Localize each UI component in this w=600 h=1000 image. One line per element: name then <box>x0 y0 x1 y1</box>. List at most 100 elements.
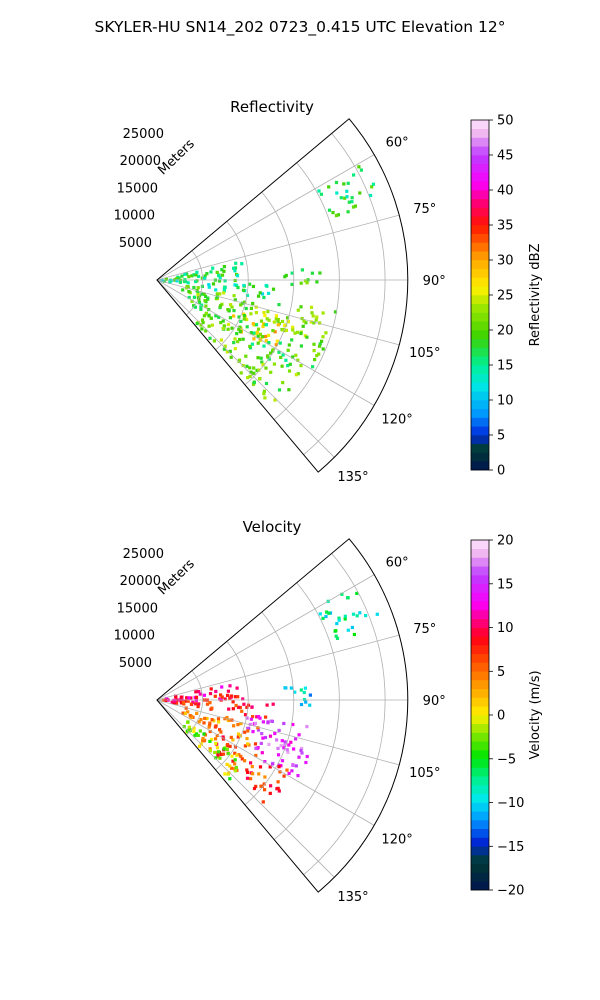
echo-cell <box>280 739 284 743</box>
echo-cell <box>261 324 265 329</box>
azimuth-tick-label: 60° <box>386 555 409 570</box>
colorbar-swatch <box>471 347 489 357</box>
echo-cell <box>193 733 197 738</box>
echo-cell <box>183 272 187 276</box>
echo-cell <box>219 321 223 325</box>
echo-cell <box>251 715 255 719</box>
echo-cell <box>325 610 329 614</box>
echo-cell <box>280 319 285 324</box>
echo-cell <box>226 693 230 697</box>
azimuth-tick-label: 90° <box>423 694 446 709</box>
echo-cell <box>210 718 214 722</box>
echo-cell <box>220 695 224 699</box>
echo-cell <box>273 731 277 736</box>
echo-cell <box>217 750 221 754</box>
echo-cell <box>309 305 314 309</box>
echo-cell <box>190 299 194 303</box>
echo-cell <box>304 321 308 325</box>
colorbar-swatch <box>471 793 489 803</box>
echo-cell <box>226 322 230 327</box>
echo-cell <box>163 698 168 702</box>
echo-cell <box>235 686 239 690</box>
colorbar-swatch <box>471 417 489 427</box>
echo-cell <box>261 362 265 366</box>
colorbar-swatch <box>471 435 489 445</box>
echo-cell <box>271 702 275 706</box>
echo-cell <box>179 695 183 699</box>
echo-cell <box>242 317 246 321</box>
echo-cell <box>221 319 225 323</box>
echo-cell <box>217 315 221 319</box>
echo-cell <box>279 355 283 359</box>
echo-cell <box>234 765 238 770</box>
colorbar-tick-label: −15 <box>497 840 524 855</box>
azimuth-gridline <box>156 699 400 766</box>
echo-cell <box>375 612 379 616</box>
echo-cell <box>214 288 218 292</box>
colorbar-swatch <box>471 382 489 392</box>
echo-cell <box>299 702 304 707</box>
echo-cell <box>264 381 269 386</box>
echo-cell <box>305 754 309 759</box>
echo-cell <box>370 185 374 189</box>
echo-cell <box>286 319 290 323</box>
echo-cell <box>263 788 267 792</box>
colorbar-swatch <box>471 120 489 130</box>
echo-cell <box>174 695 178 699</box>
echo-cell <box>238 734 242 738</box>
echo-cell <box>236 286 240 290</box>
echo-cell <box>231 759 235 763</box>
echo-cell <box>256 726 260 730</box>
echo-cell <box>346 596 350 600</box>
echo-cell <box>164 696 168 701</box>
echo-cell <box>183 279 188 284</box>
range-ring <box>215 641 249 771</box>
echo-cell <box>232 341 236 345</box>
echo-cell <box>244 306 248 311</box>
range-ring <box>244 191 295 386</box>
echo-cell <box>161 698 165 702</box>
echo-cell <box>239 754 243 758</box>
echo-cell <box>267 333 271 337</box>
echo-cell <box>246 742 250 746</box>
echo-cell <box>334 180 339 185</box>
echo-cell <box>219 697 223 701</box>
echo-cell <box>251 772 255 776</box>
range-axis-label: Meters <box>155 557 198 599</box>
colorbar-swatch <box>471 365 489 375</box>
echo-cell <box>218 756 222 760</box>
echo-cell <box>202 314 206 318</box>
echo-cell <box>245 705 249 709</box>
echo-cell <box>252 380 256 384</box>
echo-cell <box>305 335 309 339</box>
echo-cell <box>262 782 266 786</box>
echo-cell <box>297 733 301 737</box>
colorbar-swatch <box>471 688 489 698</box>
echo-cell <box>240 709 244 713</box>
echo-cell <box>215 746 220 750</box>
echo-cell <box>294 373 298 377</box>
echo-cell <box>321 335 325 339</box>
echo-cell <box>318 271 322 275</box>
echo-cell <box>339 196 343 200</box>
echo-cell <box>178 280 182 284</box>
echo-cell <box>281 381 285 385</box>
echo-cell <box>317 189 321 193</box>
echo-cell <box>262 392 266 396</box>
echo-cell <box>264 366 268 370</box>
echo-cell <box>241 337 245 341</box>
echo-cell <box>220 685 224 689</box>
echo-cell <box>239 319 243 323</box>
echo-cell <box>185 285 189 289</box>
echo-cell <box>245 325 249 329</box>
echo-cell <box>231 700 235 704</box>
echo-cell <box>232 266 236 270</box>
echo-cell <box>225 715 229 720</box>
echo-cell <box>194 695 199 699</box>
echo-cell <box>245 364 249 368</box>
echo-cell <box>334 214 339 218</box>
echo-cell <box>350 200 354 204</box>
echo-cell <box>346 181 350 185</box>
echo-cell <box>187 295 191 300</box>
range-tick-label: 10000 <box>114 209 155 224</box>
